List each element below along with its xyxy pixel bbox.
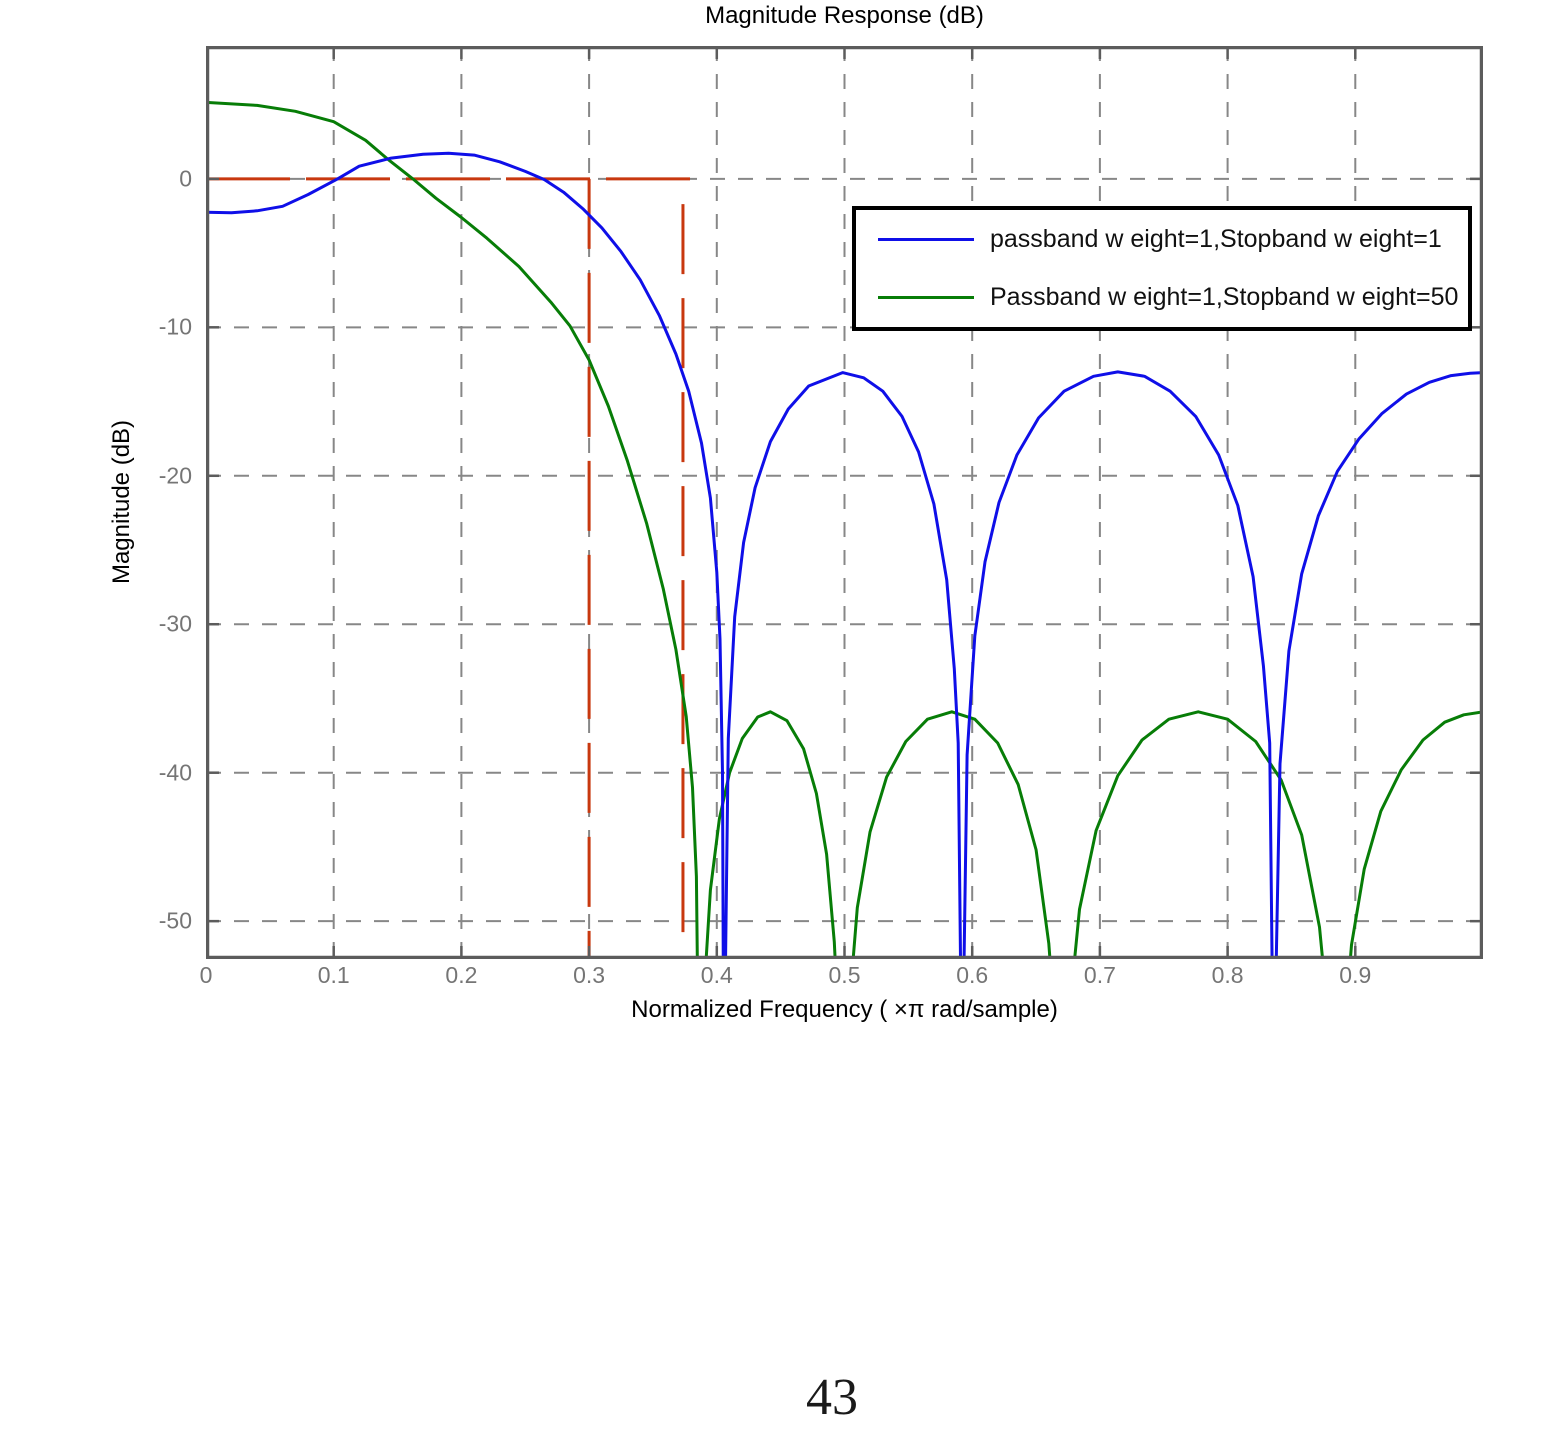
y-tick-label: -20 — [158, 462, 192, 489]
y-tick-label: -10 — [158, 313, 192, 340]
legend-box: passband w eight=1,Stopband w eight=1 Pa… — [852, 206, 1472, 331]
x-tick-label: 0.7 — [1083, 962, 1116, 988]
x-tick-label: 0.3 — [573, 962, 606, 988]
legend-item-green: Passband w eight=1,Stopband w eight=50 — [856, 269, 1468, 328]
tick-marks — [206, 46, 1483, 959]
legend-line-sample-green — [878, 296, 974, 300]
spec-mask-lines — [206, 177, 693, 959]
x-tick-label: 0.6 — [956, 962, 989, 988]
legend-label-green: Passband w eight=1,Stopband w eight=50 — [990, 283, 1459, 312]
x-tick-label: 0.2 — [445, 962, 478, 988]
x-tick-label: 0.1 — [317, 962, 350, 988]
y-tick-label: -50 — [158, 907, 192, 934]
legend-label-blue: passband w eight=1,Stopband w eight=1 — [990, 224, 1442, 253]
chart-title: Magnitude Response (dB) — [705, 2, 984, 29]
x-tick-label: 0.8 — [1211, 962, 1244, 988]
plot-area — [206, 46, 1483, 959]
x-tick-label: 0.4 — [700, 962, 733, 988]
y-tick-label: 0 — [179, 165, 192, 192]
y-axis-label: Magnitude (dB) — [108, 419, 135, 585]
series-curve-0 — [206, 151, 1483, 959]
x-tick-label: 0 — [199, 962, 213, 988]
y-tick-label: -40 — [158, 759, 192, 786]
x-tick-label: 0.9 — [1339, 962, 1372, 988]
y-tick-label: -30 — [158, 610, 192, 637]
grid-lines — [206, 46, 1483, 959]
x-axis-label: Normalized Frequency ( ×π rad/sample) — [631, 996, 1058, 1023]
series-curve-1 — [206, 100, 1483, 959]
legend-item-blue: passband w eight=1,Stopband w eight=1 — [856, 210, 1468, 269]
legend-line-sample-blue — [878, 237, 974, 241]
magnitude-response-plot — [206, 46, 1483, 959]
x-tick-label: 0.5 — [828, 962, 861, 988]
page-number: 43 — [806, 1369, 858, 1426]
